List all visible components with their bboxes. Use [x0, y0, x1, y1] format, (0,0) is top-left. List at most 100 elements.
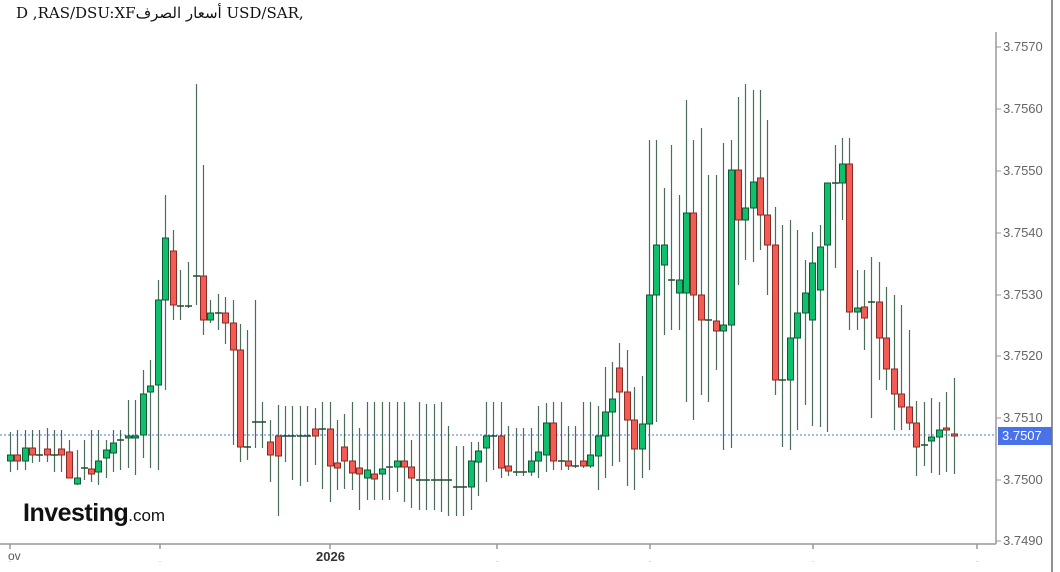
candle: [468, 442, 475, 510]
candle: [809, 232, 816, 426]
candle: [587, 402, 594, 468]
candle: [289, 406, 296, 480]
candle: [95, 430, 102, 485]
candle: [147, 360, 154, 468]
candle: [103, 440, 110, 478]
candle: [705, 175, 712, 402]
candle: [787, 220, 794, 450]
candle: [683, 100, 690, 402]
candle: [132, 400, 139, 475]
candle: [802, 260, 809, 405]
candle: [713, 175, 720, 370]
candle: [110, 430, 117, 472]
candle: [513, 428, 520, 476]
candle: [698, 128, 705, 395]
candle: [356, 428, 363, 510]
candle: [125, 400, 132, 468]
candle: [304, 406, 311, 482]
candle: [595, 406, 602, 490]
candle: [74, 450, 81, 485]
y-axis-label: 3.7500: [1003, 472, 1043, 487]
candle: [401, 402, 408, 502]
candle: [244, 330, 251, 460]
candle: [140, 370, 147, 458]
x-axis-label: 2026: [316, 549, 345, 564]
candle: [742, 84, 749, 260]
candle: [876, 262, 883, 380]
candle: [883, 287, 890, 390]
candle: [535, 406, 542, 478]
candle: [602, 367, 609, 478]
candle: [423, 404, 430, 510]
candle: [609, 362, 616, 466]
candle: [177, 270, 184, 320]
candle: [364, 402, 371, 500]
y-axis-label: 3.7550: [1003, 163, 1043, 178]
y-axis-ticks: [996, 46, 1001, 542]
candle: [22, 430, 29, 470]
candle: [861, 270, 868, 350]
candle: [341, 414, 348, 489]
candle: [646, 140, 653, 470]
candle: [259, 402, 266, 448]
candle: [215, 294, 222, 330]
candle: [207, 300, 214, 323]
candle: [653, 140, 660, 422]
candle: [431, 404, 438, 510]
candle: [88, 430, 95, 482]
candle: [44, 428, 51, 462]
candle: [81, 440, 88, 480]
candle: [394, 402, 401, 492]
candle: [371, 402, 378, 500]
candle: [193, 84, 200, 305]
candle: [898, 305, 905, 430]
candle: [891, 295, 898, 430]
candle: [334, 420, 341, 490]
candle: [846, 138, 853, 330]
candle: [943, 392, 950, 472]
candle: [453, 446, 460, 516]
candle: [475, 442, 482, 496]
candle: [750, 90, 757, 262]
candle: [445, 426, 452, 516]
candle: [676, 195, 683, 330]
candle: [913, 401, 920, 476]
candle: [639, 376, 646, 478]
candle: [764, 120, 771, 295]
candle: [951, 378, 958, 474]
candle: [794, 230, 801, 430]
logo-main: Investing: [23, 499, 129, 527]
candle: [117, 430, 124, 470]
candle: [921, 402, 928, 466]
candle: [438, 402, 445, 512]
x-axis-label: ov: [8, 549, 21, 563]
candle: [728, 140, 735, 448]
candle: [58, 430, 65, 472]
candle: [282, 406, 289, 462]
candle: [222, 297, 229, 344]
candle: [854, 270, 861, 330]
candle: [839, 138, 846, 220]
chart-title: D ,RAS/DSU:XFأسعار الصرف USD/SAR,: [16, 4, 304, 22]
y-axis-label: 3.7510: [1003, 410, 1043, 425]
candle: [51, 430, 58, 472]
candle: [237, 324, 244, 462]
candle: [327, 402, 334, 502]
candle: [631, 387, 638, 490]
candle: [936, 402, 943, 475]
candle: [185, 262, 192, 308]
candle: [772, 207, 779, 395]
candle: [170, 230, 177, 320]
x-axis-ticks: [9, 544, 978, 562]
y-axis-label: 3.7520: [1003, 348, 1043, 363]
candle: [386, 402, 393, 500]
candle: [200, 165, 207, 335]
candle: [297, 406, 304, 486]
candle: [580, 402, 587, 468]
candle: [817, 225, 824, 427]
candle: [275, 405, 282, 516]
candle: [379, 402, 386, 500]
candle: [319, 402, 326, 489]
candle: [230, 300, 237, 445]
